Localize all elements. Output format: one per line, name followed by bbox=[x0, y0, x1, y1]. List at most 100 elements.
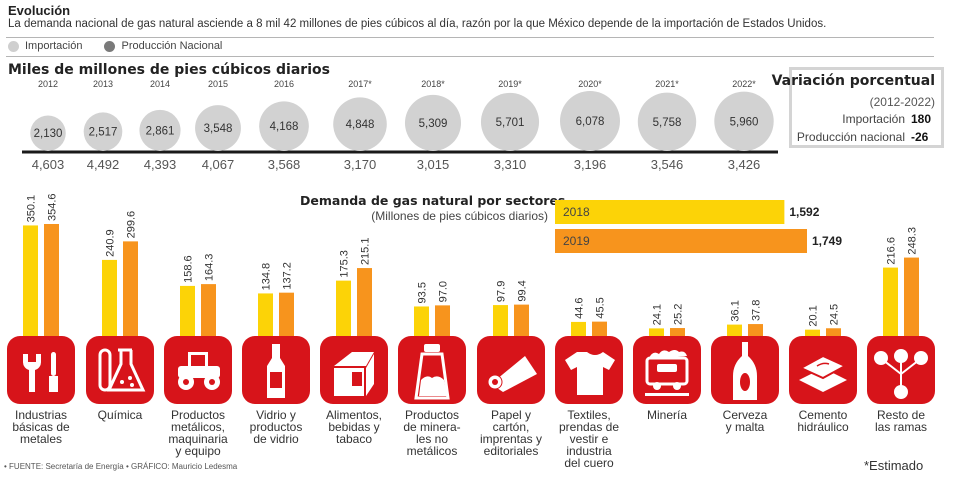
sector-chart-title: Demanda de gas natural por sectores bbox=[300, 193, 566, 208]
branches-icon bbox=[867, 336, 935, 404]
bar-value-label: 350.1 bbox=[26, 195, 38, 223]
source-credit: • FUENTE: Secretaría de Energía • GRÁFIC… bbox=[4, 462, 238, 471]
bubble-importacion bbox=[333, 97, 387, 151]
bar-value-label: 248.3 bbox=[907, 227, 919, 255]
bar-2018 bbox=[180, 285, 195, 336]
bubble-value-label: 2,861 bbox=[146, 125, 175, 137]
produccion-value-label: 3,546 bbox=[651, 157, 684, 172]
bubble-value-label: 5,701 bbox=[496, 117, 525, 129]
bubble-importacion bbox=[139, 109, 181, 151]
bubble-value-label: 4,168 bbox=[270, 121, 299, 133]
bar-value-label: 137.2 bbox=[282, 262, 294, 290]
bar-2019 bbox=[826, 328, 841, 336]
bubble-year-label: 2014 bbox=[150, 79, 170, 89]
bar-2018 bbox=[23, 225, 38, 336]
bar-2019 bbox=[514, 304, 529, 336]
bar-2019 bbox=[748, 324, 763, 336]
bar-2018 bbox=[102, 259, 117, 336]
legend-label: Importación bbox=[25, 40, 83, 52]
total-bar-year-label: 2018 bbox=[563, 205, 590, 219]
produccion-value-label: 3,426 bbox=[728, 157, 761, 172]
bar-value-label: 97.9 bbox=[496, 281, 508, 302]
bar-value-label: 216.6 bbox=[886, 237, 898, 265]
variation-label: Producción nacional bbox=[796, 130, 905, 144]
legend-label: Producción Nacional bbox=[121, 40, 223, 52]
bubble-year-label: 2021* bbox=[655, 79, 679, 89]
variation-row-importacion: Importación 180 bbox=[842, 112, 935, 126]
legend-dot-produccion bbox=[104, 40, 116, 52]
bubble-importacion bbox=[480, 92, 540, 151]
sector-label: Vidrio y productos de vidrio bbox=[249, 408, 303, 446]
cement-bags-icon bbox=[789, 336, 857, 404]
tshirt-icon bbox=[555, 336, 623, 404]
bubble-year-label: 2020* bbox=[578, 79, 602, 89]
bar-value-label: 24.1 bbox=[652, 304, 664, 325]
bubble-year-label: 2022* bbox=[732, 79, 756, 89]
produccion-value-label: 3,568 bbox=[268, 157, 301, 172]
produccion-value-label: 4,393 bbox=[144, 157, 177, 172]
bubble-year-label: 2017* bbox=[348, 79, 372, 89]
bar-value-label: 99.4 bbox=[517, 280, 529, 301]
bar-2018 bbox=[883, 267, 898, 336]
bar-2019 bbox=[357, 268, 372, 336]
bubble-importacion bbox=[83, 112, 123, 151]
bar-2019 bbox=[44, 224, 59, 336]
bar-2018 bbox=[727, 324, 742, 336]
bubble-year-label: 2019* bbox=[498, 79, 522, 89]
bar-2019 bbox=[435, 305, 450, 336]
bar-2019 bbox=[904, 257, 919, 336]
bubble-chart-title: Miles de millones de pies cúbicos diario… bbox=[8, 62, 330, 78]
variation-value: -26 bbox=[911, 130, 929, 144]
variation-label: Importación bbox=[842, 112, 905, 126]
bubble-value-label: 2,130 bbox=[34, 128, 63, 140]
sector-label: Química bbox=[97, 408, 143, 422]
legend-item-produccion: Producción Nacional bbox=[104, 40, 222, 52]
bubble-value-label: 4,848 bbox=[346, 119, 375, 131]
sector-chart-subtitle: (Millones de pies cúbicos diarios) bbox=[371, 209, 548, 223]
bubble-importacion bbox=[259, 101, 309, 151]
produccion-value-label: 3,196 bbox=[574, 157, 607, 172]
bar-2019 bbox=[201, 284, 216, 336]
bubble-value-label: 6,078 bbox=[576, 116, 605, 128]
beer-bottle-icon bbox=[711, 336, 779, 404]
bar-2019 bbox=[123, 241, 138, 336]
mining-cart-icon bbox=[633, 336, 701, 404]
sector-label: Textiles, prendas de vestir e industria … bbox=[558, 408, 620, 470]
bar-2018 bbox=[493, 305, 508, 336]
produccion-value-label: 3,170 bbox=[344, 157, 377, 172]
sector-label: Cemento hidráulico bbox=[797, 408, 849, 434]
milk-carton-icon bbox=[320, 336, 388, 404]
divider-top bbox=[6, 37, 934, 38]
divider-legend bbox=[6, 56, 934, 57]
bubble-importacion bbox=[560, 91, 620, 151]
variation-period: (2012-2022) bbox=[869, 95, 935, 109]
bar-value-label: 299.6 bbox=[126, 211, 138, 239]
bar-value-label: 25.2 bbox=[673, 304, 685, 325]
produccion-value-label: 4,492 bbox=[87, 157, 120, 172]
bar-value-label: 45.5 bbox=[595, 297, 607, 318]
total-bar-value-label: 1,749 bbox=[812, 234, 842, 248]
bar-2018 bbox=[336, 280, 351, 336]
bubble-importacion bbox=[195, 105, 241, 151]
sector-label: Papel y cartón, imprentas y editoriales bbox=[479, 408, 543, 458]
bar-2018 bbox=[414, 306, 429, 336]
bubble-value-label: 5,960 bbox=[730, 116, 759, 128]
bar-value-label: 24.5 bbox=[829, 304, 841, 325]
variation-title: Variación porcentual bbox=[771, 73, 935, 89]
bar-2019 bbox=[592, 321, 607, 336]
bar-value-label: 37.8 bbox=[751, 300, 763, 321]
bar-value-label: 164.3 bbox=[204, 254, 216, 282]
total-bar-value-label: 1,592 bbox=[789, 205, 819, 219]
bar-2018 bbox=[649, 328, 664, 336]
total-bar-2018 bbox=[555, 200, 785, 224]
bar-value-label: 354.6 bbox=[47, 193, 59, 221]
bar-value-label: 134.8 bbox=[261, 263, 273, 291]
page-title: Evolución bbox=[8, 3, 71, 18]
sector-label: Alimentos, bebidas y tabaco bbox=[325, 408, 383, 446]
legend: Importación Producción Nacional bbox=[8, 40, 244, 52]
total-bar-year-label: 2019 bbox=[563, 234, 590, 248]
bubble-importacion bbox=[637, 92, 697, 151]
sector-label: Productos de minera- les no metálicos bbox=[403, 408, 461, 458]
variation-row-produccion: Producción nacional -26 bbox=[797, 130, 935, 144]
bar-value-label: 97.0 bbox=[438, 281, 450, 302]
